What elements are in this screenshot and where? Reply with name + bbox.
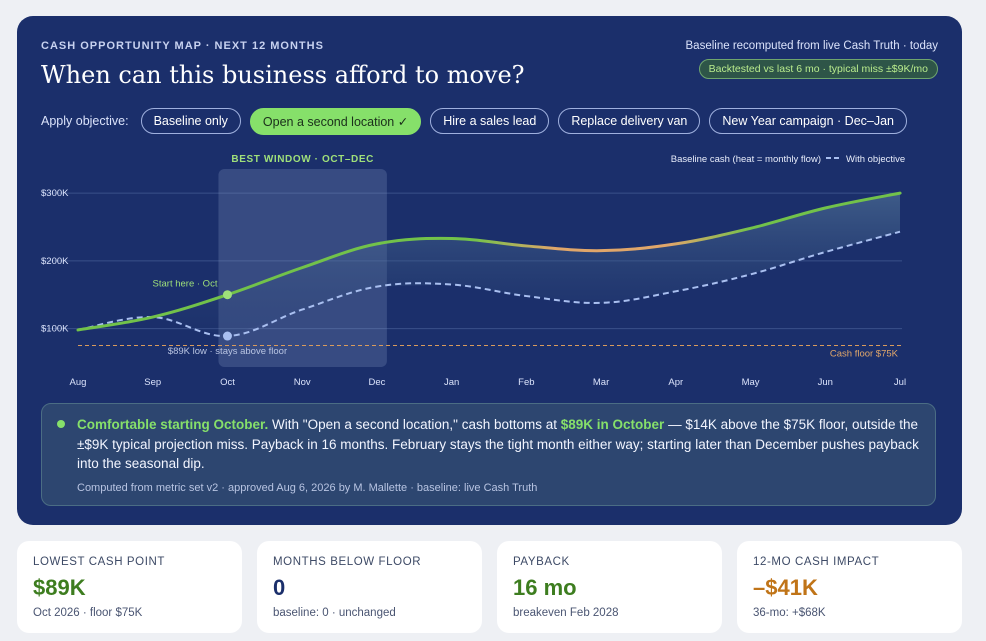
kpi-label: PAYBACK [513, 556, 570, 568]
cash-opportunity-panel: CASH OPPORTUNITY MAP · NEXT 12 MONTHS Wh… [17, 16, 962, 525]
objective-replace-van[interactable]: Replace delivery van [558, 108, 701, 134]
page-title: When can this business afford to move? [41, 61, 525, 89]
y-tick-label: $100K [41, 324, 69, 335]
low-marker [222, 331, 232, 341]
kpi-label: LOWEST CASH POINT [33, 556, 166, 568]
kpi-sub: Oct 2026 · floor $75K [33, 607, 143, 619]
markers: Start here · Oct $89K low · stays above … [153, 279, 288, 357]
recomputed-note: Baseline recomputed from live Cash Truth… [685, 40, 938, 52]
kpi-payback: PAYBACK 16 mo breakeven Feb 2028 [497, 541, 722, 633]
x-tick-label: Nov [294, 377, 311, 388]
legend: Baseline cash (heat = monthly flow) With… [671, 154, 905, 165]
x-tick-label: Jul [894, 377, 906, 388]
objective-line [77, 230, 901, 338]
kpi-sub: breakeven Feb 2028 [513, 607, 619, 619]
objective-second-location[interactable]: Open a second location ✓ [249, 107, 422, 135]
objective-new-year-campaign[interactable]: New Year campaign · Dec–Jan [709, 108, 907, 134]
legend-baseline: Baseline cash (heat = monthly flow) [671, 154, 821, 165]
x-tick-label: Feb [518, 377, 534, 388]
insight-card: Comfortable starting October. With "Open… [41, 403, 936, 506]
baseline-area [78, 193, 900, 337]
kpi-sub: 36-mo: +$68K [753, 607, 826, 619]
objective-selector: Apply objective: Baseline only Open a se… [41, 107, 907, 135]
y-tick-label: $200K [41, 256, 69, 267]
objective-baseline-only[interactable]: Baseline only [140, 108, 241, 134]
kpi-value: $89K [33, 575, 86, 600]
legend-objective: With objective [846, 154, 905, 165]
x-tick-label: Oct [220, 377, 235, 388]
series [76, 191, 902, 338]
kpi-cash-impact: 12-MO CASH IMPACT –$41K 36-mo: +$68K [737, 541, 962, 633]
x-tick-label: Jan [444, 377, 459, 388]
insight-body-1: With "Open a second location," cash bott… [268, 417, 561, 432]
y-axis: $100K $200K $300K [41, 188, 69, 334]
x-tick-label: May [742, 377, 760, 388]
kpi-value: 16 mo [513, 575, 577, 600]
x-tick-label: Dec [368, 377, 385, 388]
best-window-label: BEST WINDOW · OCT–DEC [231, 154, 374, 165]
cash-chart: BEST WINDOW · OCT–DEC Cash floor $75K St… [41, 154, 907, 388]
cash-floor-label: Cash floor $75K [830, 349, 899, 360]
baseline-line [76, 191, 902, 332]
low-annotation: $89K low · stays above floor [168, 346, 287, 357]
kpi-value: –$41K [753, 575, 818, 600]
x-tick-label: Aug [70, 377, 87, 388]
insight-highlight: $89K in October [560, 417, 665, 432]
kpi-label: MONTHS BELOW FLOOR [273, 556, 422, 568]
kpi-lowest-cash: LOWEST CASH POINT $89K Oct 2026 · floor … [17, 541, 242, 633]
start-marker [222, 290, 232, 300]
floor: Cash floor $75K [78, 345, 902, 360]
objective-hire-sales-lead[interactable]: Hire a sales lead [430, 108, 550, 134]
insight-body-2: — $14K above the $75K floor, outside the… [77, 417, 919, 471]
start-annotation: Start here · Oct [153, 279, 218, 290]
area [78, 193, 900, 337]
kpi-sub: baseline: 0 · unchanged [273, 607, 396, 619]
kpi-label: 12-MO CASH IMPACT [753, 556, 880, 568]
x-tick-label: Sep [144, 377, 161, 388]
kpi-months-below-floor: MONTHS BELOW FLOOR 0 baseline: 0 · uncha… [257, 541, 482, 633]
objective-label: Apply objective: [41, 114, 129, 128]
backtest-badge: Backtested vs last 6 mo · typical miss ±… [698, 59, 938, 79]
status-dot-icon [57, 420, 65, 428]
kpi-value: 0 [273, 575, 286, 600]
x-tick-label: Mar [593, 377, 609, 388]
insight-headline: Comfortable starting October. [77, 417, 269, 432]
x-tick-label: Jun [818, 377, 833, 388]
y-tick-label: $300K [41, 188, 69, 199]
x-tick-label: Apr [668, 377, 683, 388]
insight-text: Comfortable starting October. With "Open… [77, 415, 922, 474]
eyebrow: CASH OPPORTUNITY MAP · NEXT 12 MONTHS [41, 40, 324, 52]
insight-meta: Computed from metric set v2 · approved A… [77, 482, 538, 494]
x-axis: Aug Sep Oct Nov Dec Jan Feb Mar Apr May Jun Jul [70, 377, 907, 388]
